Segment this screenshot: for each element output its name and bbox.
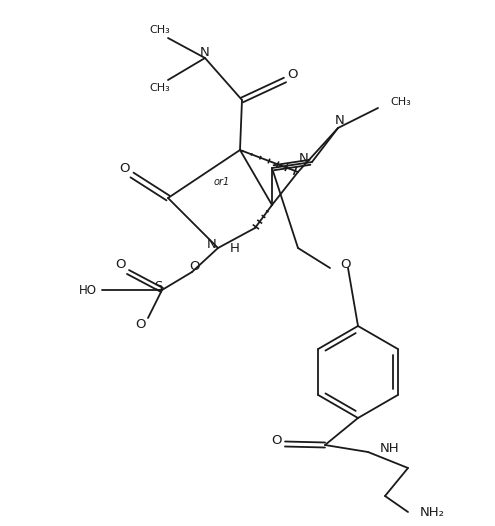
Text: N: N [207, 238, 217, 251]
Text: N: N [335, 114, 345, 126]
Text: O: O [135, 319, 145, 331]
Text: N: N [200, 46, 210, 58]
Text: S: S [154, 279, 162, 292]
Text: NH: NH [380, 441, 399, 454]
Text: O: O [340, 258, 350, 270]
Text: O: O [190, 260, 200, 274]
Text: HO: HO [79, 284, 97, 297]
Text: or1: or1 [214, 177, 230, 187]
Text: CH₃: CH₃ [149, 83, 170, 93]
Text: O: O [271, 433, 281, 447]
Text: NH₂: NH₂ [420, 505, 445, 519]
Text: CH₃: CH₃ [149, 25, 170, 35]
Text: O: O [287, 67, 297, 80]
Text: N: N [298, 151, 308, 165]
Text: CH₃: CH₃ [390, 97, 411, 107]
Text: H: H [230, 241, 240, 255]
Text: O: O [119, 161, 129, 175]
Text: O: O [115, 258, 125, 271]
